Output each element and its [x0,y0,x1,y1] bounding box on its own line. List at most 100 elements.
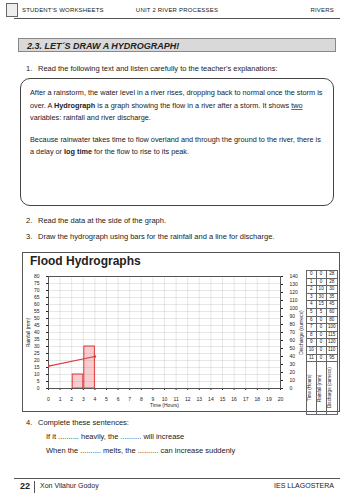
html-text:Draw the hydrograph using bars: Draw the hydrograph using bars for the r… [38,232,275,241]
svg-text:50: 50 [290,345,296,351]
html-text:STUDENT'S WORKSHEETS: STUDENT'S WORKSHEETS [22,7,104,13]
svg-text:10: 10 [290,377,296,383]
html-text:60: 60 [329,309,335,315]
html-text:Complete these sentences:: Complete these sentences: [38,418,129,427]
svg-text:Rainfall (mm): Rainfall (mm) [25,317,31,347]
html-text:Because rainwater takes time t: Because rainwater takes time to flow ove… [30,134,321,156]
svg-text:20: 20 [290,369,296,375]
html-text:10: 10 [318,286,324,292]
html-text:0: 0 [319,278,323,284]
svg-text:45: 45 [34,322,40,328]
svg-text:40: 40 [34,329,40,335]
svg-text:15: 15 [220,396,226,402]
svg-text:40: 40 [290,353,296,359]
html-text:0: 0 [319,271,323,277]
svg-text:3: 3 [82,396,85,402]
svg-text:120: 120 [290,289,299,295]
html-text:10: 10 [308,347,314,352]
html-text:30: 30 [318,293,324,299]
svg-text:6: 6 [117,396,120,402]
svg-text:5: 5 [37,378,40,384]
svg-text:Time (Hours): Time (Hours) [150,402,179,408]
svg-text:80: 80 [34,273,40,279]
svg-text:8: 8 [140,396,143,402]
svg-text:9: 9 [151,396,155,402]
svg-text:19: 19 [266,396,272,402]
html-text:45: 45 [329,301,335,307]
html-text:Flood Hydrographs: Flood Hydrographs [30,254,141,268]
svg-text:20: 20 [34,357,40,363]
html-text:2.: 2. [26,216,33,225]
html-text:After a rainstorm, the water l: After a rainstorm, the water level in a … [30,88,323,110]
svg-text:140: 140 [290,273,299,279]
svg-text:65: 65 [34,294,40,300]
html-text:11: 11 [309,354,314,360]
svg-text:0: 0 [290,385,293,391]
svg-text:14: 14 [208,396,214,402]
html-text:28: 28 [329,278,335,284]
html-text:28: 28 [329,271,335,277]
svg-text:80: 80 [290,321,296,327]
html-text:UNIT 2 RIVER PROCESSES: UNIT 2 RIVER PROCESSES [135,7,219,13]
html-text:Rainfall (mm): Rainfall (mm) [316,374,322,402]
svg-text:25: 25 [34,350,40,356]
html-text:1.: 1. [26,64,33,73]
html-text:4.: 4. [26,418,33,427]
html-text:35: 35 [329,293,335,299]
svg-text:10: 10 [34,371,40,377]
svg-text:11: 11 [173,396,179,402]
html-text:5: 5 [319,309,323,315]
html-text:Read the data at the side of t: Read the data at the side of the graph. [38,216,166,225]
svg-text:13: 13 [197,396,203,402]
html-text:variables: rainfall and river: variables: rainfall and river discharge. [30,113,151,122]
svg-text:50: 50 [34,315,40,321]
svg-text:70: 70 [34,287,40,293]
html-text:If it .......... heavily, the: If it .......... heavily, the ..........… [46,432,185,441]
html-text:RIVERS: RIVERS [310,7,334,13]
svg-text:7: 7 [128,396,131,402]
svg-text:10: 10 [161,396,168,402]
svg-text:Discharge (cumecs): Discharge (cumecs) [298,310,304,355]
svg-text:70: 70 [290,329,296,335]
svg-text:30: 30 [290,361,296,367]
svg-text:15: 15 [34,364,40,370]
svg-text:2: 2 [70,396,73,402]
html-text:Discharge (cumecs): Discharge (cumecs) [326,367,332,409]
svg-text:110: 110 [290,297,298,303]
html-text:22: 22 [20,481,30,491]
svg-text:4: 4 [94,396,97,402]
svg-text:1: 1 [59,396,62,402]
html-text:110: 110 [328,347,336,352]
html-text:Time (Hours): Time (Hours) [307,374,312,402]
svg-text:16: 16 [231,396,237,402]
html-text:When the .......... melts, the: When the .......... melts, the .........… [46,446,236,455]
html-text:Read the following text and li: Read the following text and listen caref… [38,64,278,73]
html-text:95: 95 [329,354,335,360]
svg-text:20: 20 [278,396,284,402]
html-text:30: 30 [329,286,335,292]
svg-text:5: 5 [105,396,108,402]
svg-text:17: 17 [243,396,249,402]
svg-text:100: 100 [290,305,299,311]
svg-text:60: 60 [290,337,296,343]
svg-text:30: 30 [34,343,40,349]
svg-text:35: 35 [34,336,40,342]
html-text:IES LLAGOSTERA: IES LLAGOSTERA [274,482,334,489]
html-text:2.3. LET´S DRAW A HYDROGRAPH!: 2.3. LET´S DRAW A HYDROGRAPH! [27,41,180,51]
svg-text:0: 0 [47,396,50,402]
html-text:15: 15 [318,301,324,307]
svg-text:90: 90 [290,313,296,319]
svg-text:0: 0 [37,385,40,391]
html-text:3.: 3. [26,232,33,241]
html-text:115: 115 [328,331,336,337]
svg-text:55: 55 [34,308,40,314]
html-text:100: 100 [327,324,336,330]
svg-text:12: 12 [185,396,191,402]
svg-text:60: 60 [34,301,40,307]
html-text:Xon Vilahur Godoy: Xon Vilahur Godoy [40,482,99,489]
html-text:120: 120 [327,339,336,345]
svg-text:75: 75 [34,280,40,286]
svg-text:130: 130 [290,281,299,287]
svg-text:18: 18 [255,396,261,402]
html-text:80: 80 [329,316,335,322]
